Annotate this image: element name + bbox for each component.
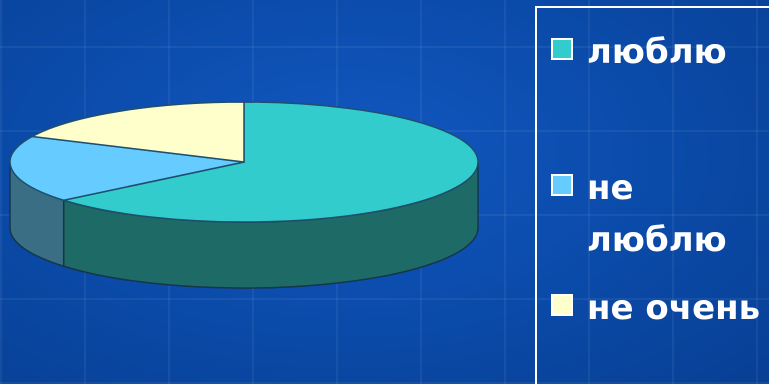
- pie-slice-люблю: [60, 101, 479, 223]
- pie-slice-не-люблю: [9, 135, 245, 202]
- pie-tops: [9, 101, 479, 223]
- legend-item-lyublyu: люблю: [551, 26, 769, 78]
- chart-legend: люблю не люблю не очень: [535, 6, 769, 390]
- legend-label-lyublyu: люблю: [587, 32, 727, 72]
- legend-swatch-ne-ochen: [551, 294, 573, 316]
- legend-item-ne-lyublyu: не люблю: [551, 162, 769, 266]
- pie-slice-не-очень: [29, 101, 245, 163]
- legend-swatch-ne-lyublyu: [551, 174, 573, 196]
- legend-item-ne-ochen: не очень: [551, 282, 769, 334]
- legend-label-ne-lyublyu: не люблю: [587, 168, 727, 260]
- legend-swatch-lyublyu: [551, 38, 573, 60]
- legend-label-ne-ochen: не очень: [587, 288, 761, 328]
